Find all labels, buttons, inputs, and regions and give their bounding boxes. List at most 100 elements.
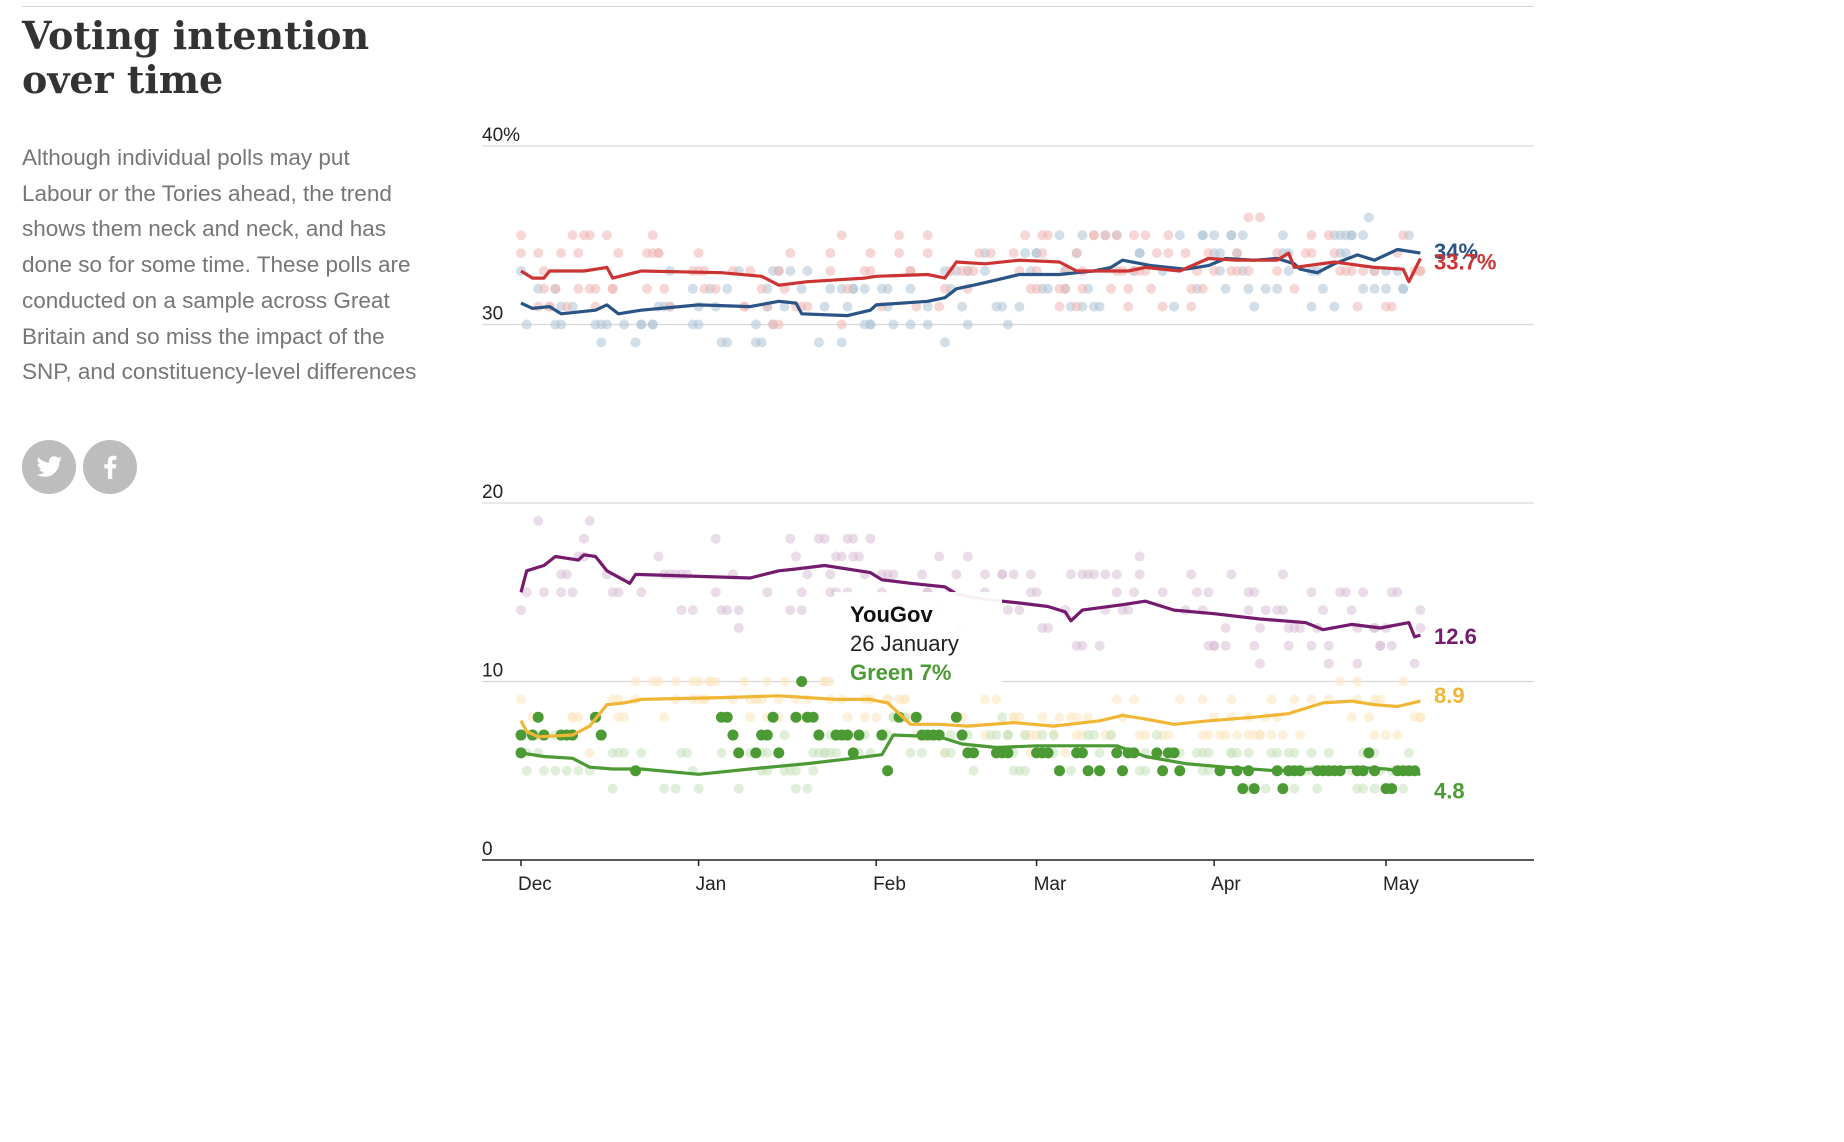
highlighted-poll-dot [1363,747,1375,759]
poll-dot [601,319,612,330]
poll-dot [951,569,962,580]
poll-dot [848,533,859,544]
poll-dot [1289,783,1300,794]
poll-dot [842,301,853,312]
poll-dot [636,319,647,330]
poll-dot [1025,569,1036,580]
twitter-share-button[interactable] [22,440,76,494]
poll-dot [1254,622,1265,633]
poll-dot [796,605,807,616]
poll-dot [1128,587,1139,598]
poll-dot [579,533,590,544]
poll-dot [556,319,567,330]
poll-dot [1381,730,1391,741]
poll-dot [1043,622,1054,633]
page-title: Voting intention over time [22,13,370,102]
poll-dot [653,676,664,687]
poll-dot [1329,248,1340,259]
poll-dot [1243,212,1254,223]
tooltip-date: 26 January [850,631,959,656]
poll-dot [1146,283,1157,294]
tooltip-party-value: Green 7% [850,660,952,685]
poll-dot [647,230,658,241]
poll-dot [693,783,704,794]
highlighted-poll-dot [1243,765,1255,777]
poll-dot [1358,587,1369,598]
poll-dot [1031,283,1042,294]
poll-dot [825,283,836,294]
poll-dot [974,248,985,259]
poll-dot [1020,230,1031,241]
y-tick-label: 0 [482,839,493,860]
poll-dot [1272,265,1283,276]
highlighted-poll-dot [1386,783,1398,795]
highlighted-poll-dot [773,747,785,759]
poll-dot [1272,283,1283,294]
poll-dot [1174,230,1185,241]
poll-dot [939,337,950,348]
poll-dot [607,783,618,794]
poll-dot [1306,301,1317,312]
poll-dot [1065,765,1076,776]
poll-dot [1111,569,1122,580]
poll-dot [1163,730,1174,741]
poll-dot [1289,694,1300,705]
poll-dot [739,676,750,687]
poll-dot [922,301,933,312]
poll-dot [1398,283,1409,294]
poll-dot [842,283,853,294]
poll-dot [819,533,830,544]
highlighted-poll-dot [1002,747,1014,759]
poll-dot [1140,230,1151,241]
poll-dot [1088,730,1099,741]
poll-dot [1277,605,1288,616]
poll-dot [733,622,744,633]
poll-dot [865,248,876,259]
poll-dot [521,319,532,330]
poll-dot [1111,230,1122,241]
poll-dot [1398,230,1409,241]
poll-dot [1014,712,1025,723]
poll-dot [922,319,933,330]
poll-dot [1054,230,1065,241]
poll-dot [1369,730,1380,741]
poll-dot [516,248,526,259]
highlighted-poll-dot [807,711,819,723]
poll-dot [957,301,968,312]
poll-dot [613,587,624,598]
highlighted-poll-dot [1053,765,1065,777]
poll-dot [836,551,847,562]
end-label-ukip: 12.6 [1434,624,1477,649]
poll-dot [825,265,836,276]
poll-dot [1323,658,1334,669]
poll-dot [1054,301,1065,312]
poll-dot [722,283,733,294]
poll-dot [825,569,836,580]
poll-dot [1386,640,1397,651]
poll-dot [1277,569,1288,580]
poll-dot [584,747,595,758]
facebook-share-button[interactable] [83,440,137,494]
poll-dot [561,569,572,580]
poll-dot [968,765,979,776]
poll-dot [1151,248,1162,259]
poll-dot [1123,605,1134,616]
poll-dot [790,783,801,794]
poll-dot [1220,283,1231,294]
poll-dot [550,765,561,776]
poll-dot [802,301,813,312]
poll-dot [1180,248,1191,259]
highlighted-poll-dot [532,711,544,723]
poll-dot [1106,730,1117,741]
poll-dot [601,230,612,241]
poll-dot [790,551,801,562]
poll-dot [808,765,819,776]
highlighted-poll-dot [733,747,745,759]
poll-dot [1306,694,1317,705]
poll-dot [1128,230,1139,241]
poll-dot [1020,765,1031,776]
poll-dot [1071,248,1082,259]
poll-dot [916,747,927,758]
poll-dot [1037,730,1048,741]
poll-dot [1008,248,1019,259]
